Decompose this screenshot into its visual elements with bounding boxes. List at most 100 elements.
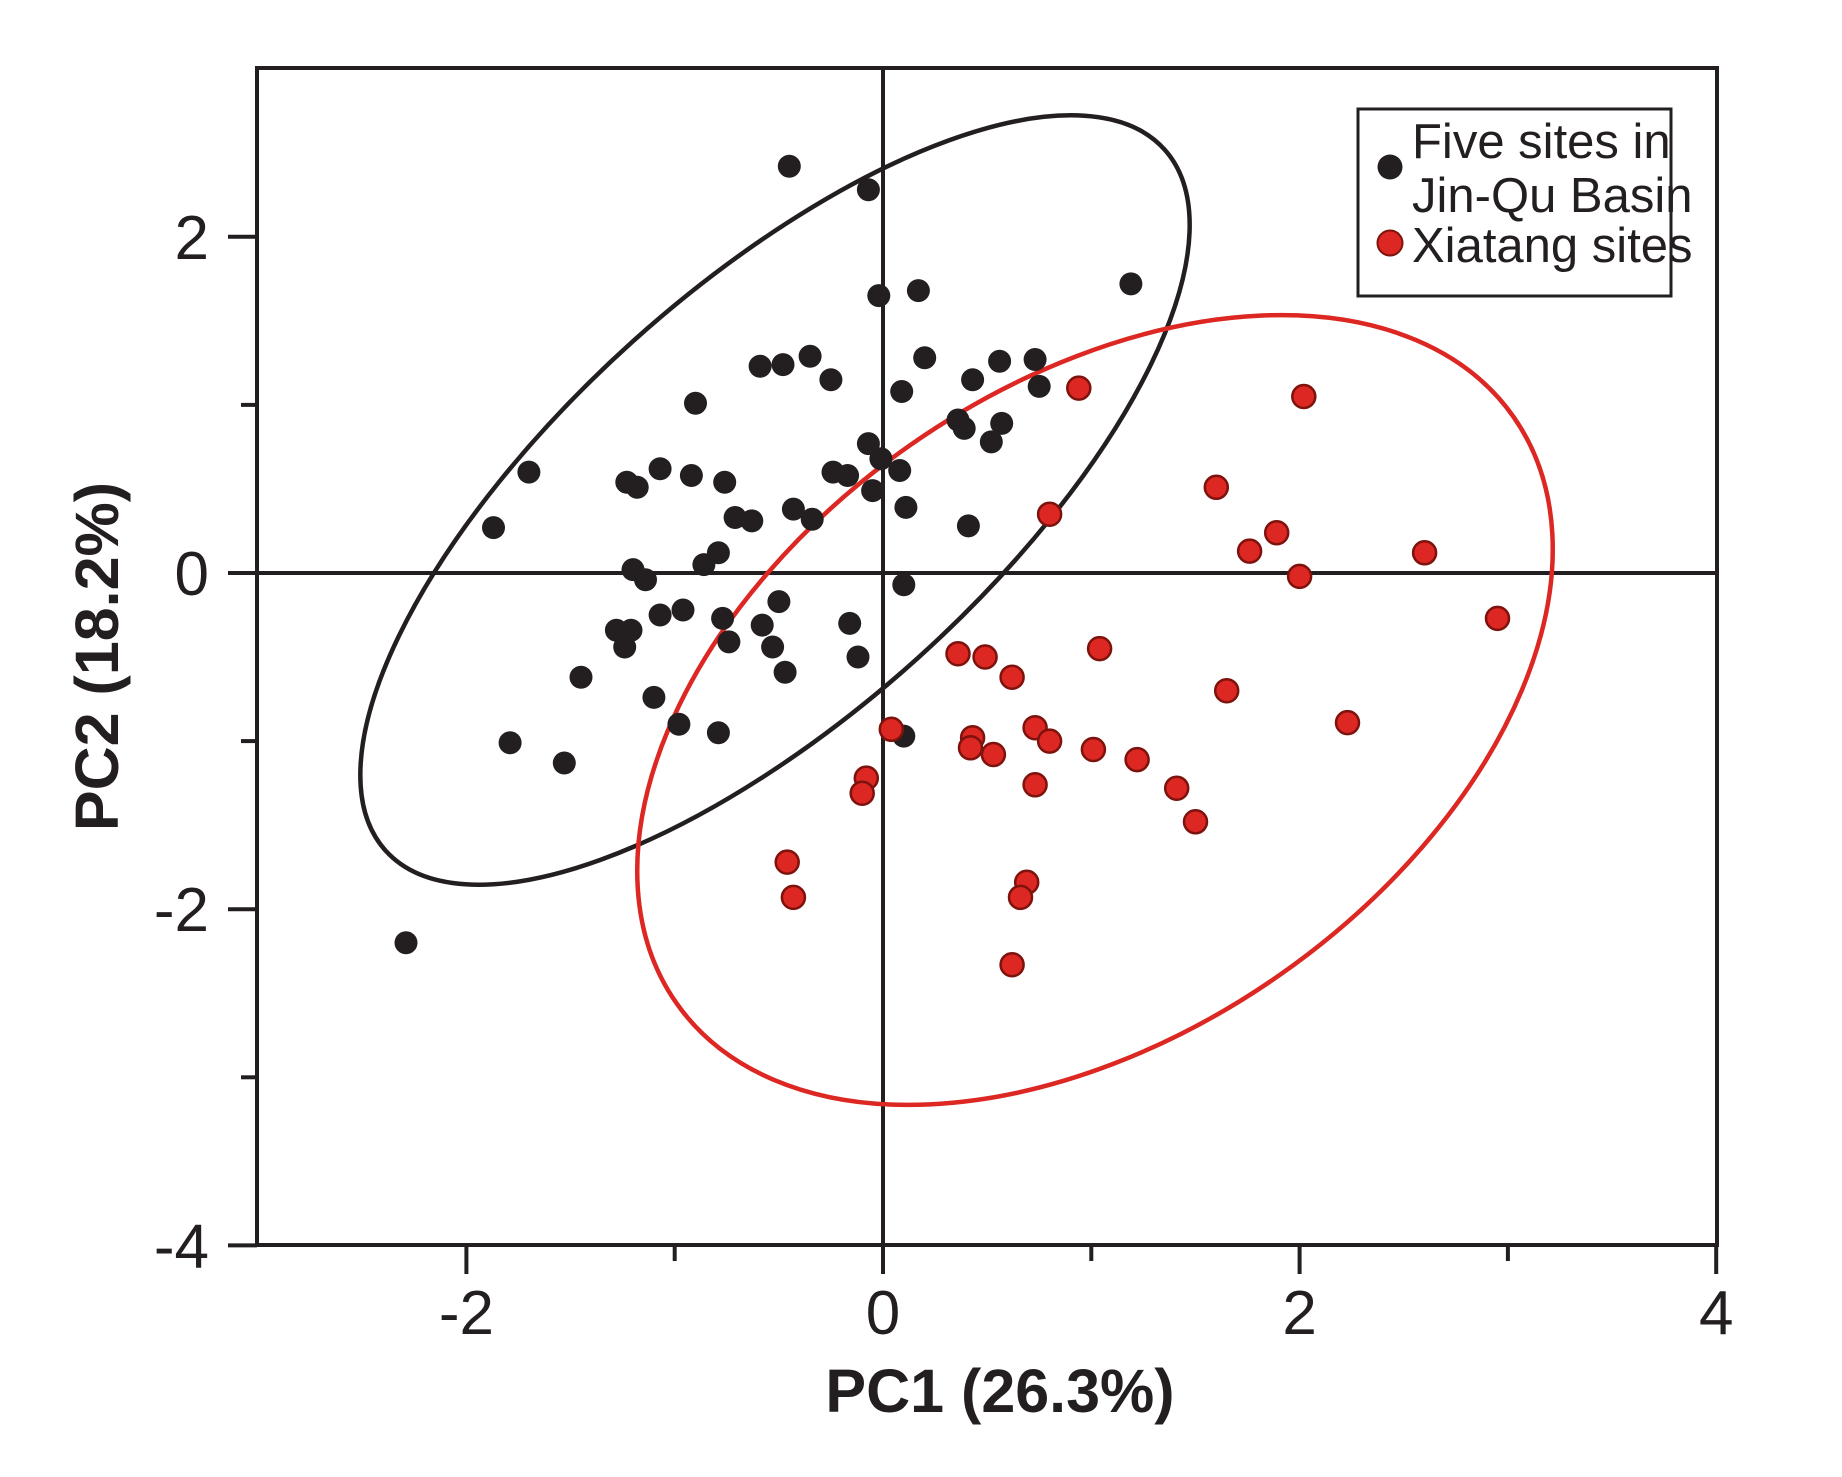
scatter-point [798,344,822,368]
scatter-point [684,391,707,415]
legend-marker-jinqu [1377,154,1403,180]
scatter-point [706,721,730,745]
scatter-point [498,731,522,755]
scatter-point [1263,519,1290,546]
scatter-point [1334,709,1361,736]
scatter-point [1286,563,1313,590]
x-axis-tick-label: 2 [1282,1279,1316,1348]
scatter-point [906,279,930,303]
scatter-point [878,716,905,743]
y-axis-tick-label: -2 [154,876,209,945]
confidence-ellipse-jinqu [358,113,1192,887]
legend-box [1356,107,1673,298]
y-axis-title: PC2 (18.2%) [63,482,131,831]
scatter-point [648,603,672,627]
scatter-point [838,611,862,635]
scatter-point [774,849,800,875]
scatter-point [1022,772,1048,798]
scatter-point [706,541,730,565]
scatter-point [740,509,764,533]
x-axis-tick-label: 4 [1699,1279,1733,1348]
scatter-point [890,380,914,403]
scatter-point [1119,272,1143,296]
scatter-point [613,635,637,659]
legend-label-jinqu-line2: Jin-Qu Basin [1412,169,1693,223]
scatter-point [1236,538,1263,564]
scatter-point [972,644,998,670]
scatter-point [894,495,918,519]
legend-label-xiatang: Xiatang sites [1412,219,1693,273]
scatter-point [1036,501,1063,527]
x-axis-tick-label: 0 [866,1279,900,1348]
scatter-point [1007,884,1034,911]
y-axis-tick-label: 2 [175,204,209,273]
confidence-ellipse-xiatang [634,312,1556,1108]
y-axis-tick-label: 0 [175,540,209,609]
x-axis-tick-label: -2 [439,1279,494,1348]
scatter-point [800,507,824,531]
scatter-point [777,154,801,178]
scatter-point [781,497,805,521]
scatter-point [517,460,541,484]
x-axis-title: PC1 (26.3%) [825,1357,1174,1425]
scatter-point [819,368,843,392]
legend-label-jinqu-line1: Five sites in [1412,115,1671,169]
scatter-point [711,606,735,630]
scatter-point [482,516,505,540]
scatter-point [988,349,1012,373]
scatter-point [1203,474,1230,501]
scatter-point [1036,728,1063,754]
scatter-point [836,464,860,487]
scatter-point [1182,809,1209,835]
scatter-point [1124,746,1150,773]
scatter-point [849,780,875,806]
scatter-point [750,613,774,637]
scatter-point [952,416,976,440]
scatter-point [990,411,1014,435]
scatter-point [913,346,937,370]
scatter-point [394,931,418,955]
series-xiatang-sites [774,375,1511,978]
scatter-point [552,751,576,775]
scatter-point [634,568,657,592]
scatter-point [671,598,695,622]
scatter-point [1213,677,1240,704]
scatter-point [748,354,772,378]
y-axis-tick-label: -4 [154,1212,209,1281]
scatter-point [1023,348,1047,371]
scatter-point [713,470,737,494]
scatter-point [1080,736,1107,763]
scatter-point [1291,383,1317,410]
legend-marker-xiatang [1376,229,1404,257]
scatter-point [679,464,703,487]
scatter-point [642,685,666,709]
scatter-point [1484,605,1511,632]
scatter-point [625,475,649,499]
scatter-point [999,664,1025,690]
scatter-point [667,712,691,736]
scatter-point [888,459,912,482]
scatter-point [1027,374,1051,398]
scatter-point [773,660,797,684]
scatter-point [867,284,891,308]
scatter-point [771,353,795,377]
scatter-point [1163,775,1190,801]
scatter-point [999,951,1025,978]
scatter-point [761,635,785,659]
scatter-point [1066,375,1092,401]
scatter-point [861,479,885,503]
series-jinqu-basin [394,154,1143,955]
scatter-point [780,884,807,911]
scatter-point [856,432,880,456]
scatter-point [892,573,916,597]
scatter-point [1411,540,1438,566]
scatter-point [979,430,1003,454]
scatter-point [956,514,980,538]
scatter-point [980,741,1007,768]
scatter-point [648,457,672,481]
scatter-point [856,178,880,202]
scatter-point [1086,635,1113,662]
